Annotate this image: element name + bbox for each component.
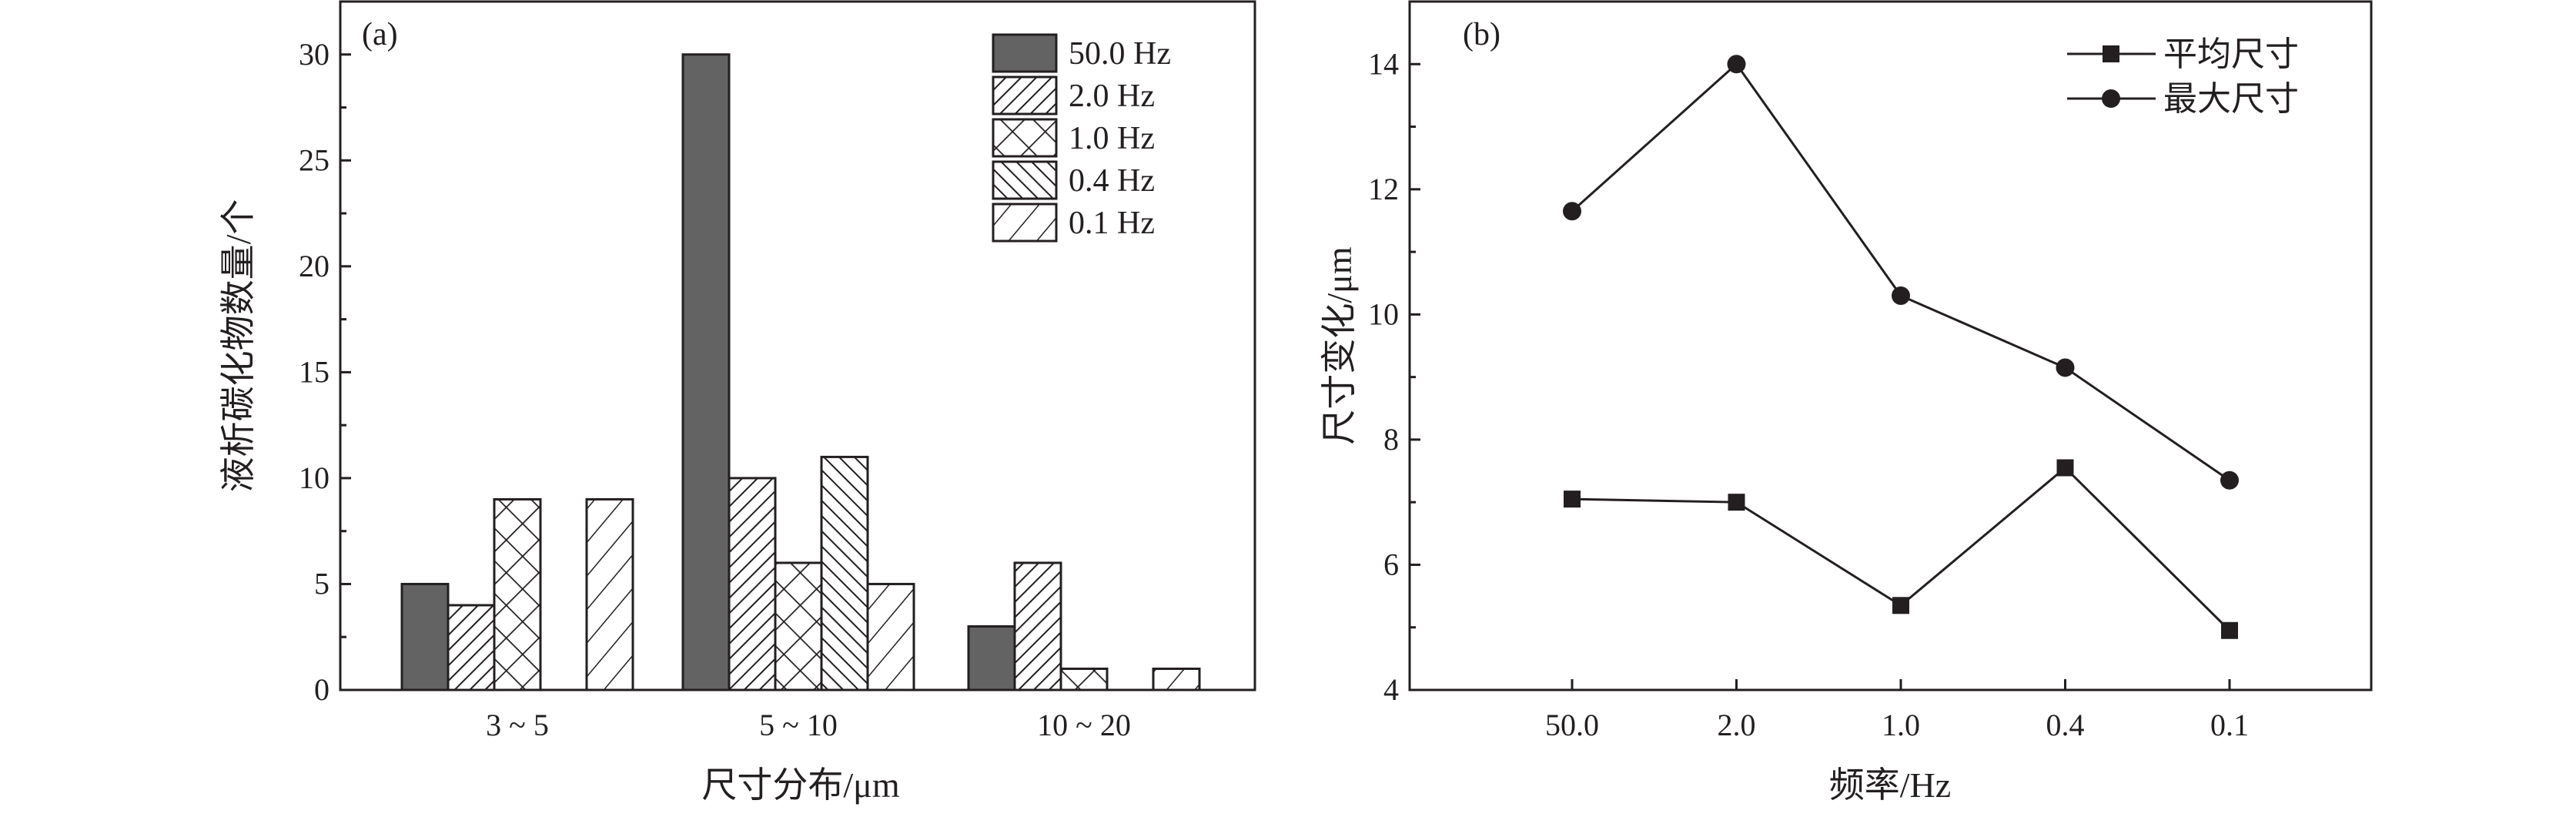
x-axis-label-b: 频率/Hz — [1829, 765, 1951, 805]
x-tick-label-b: 0.1 — [2210, 708, 2249, 742]
x-tick-label-b: 2.0 — [1718, 708, 1756, 742]
bar-50.0Hz-1 — [681, 53, 731, 691]
bar-0.1Hz-0 — [585, 497, 634, 691]
y-tick-label-b: 6 — [1383, 547, 1399, 581]
legend-swatch-a — [992, 203, 1058, 243]
legend-label-a: 0.4 Hz — [1069, 163, 1155, 199]
plot-frame-b — [1408, 0, 2373, 691]
bar-50.0Hz-2 — [967, 624, 1016, 691]
x-tick-label-b: 50.0 — [1545, 708, 1599, 742]
bar-1.0Hz-2 — [1059, 667, 1109, 691]
y-tick-label-b: 14 — [1368, 46, 1399, 81]
y-tick-label-b: 12 — [1368, 172, 1399, 206]
bar-1.0Hz-0 — [493, 497, 542, 691]
y-tick-label-a: 25 — [299, 142, 330, 177]
y-tick-label-a: 15 — [299, 354, 330, 389]
data-point-circle — [2056, 358, 2075, 377]
legend-label-a: 0.1 Hz — [1069, 206, 1155, 241]
legend-swatch-a — [992, 160, 1058, 200]
y-tick-label-a: 0 — [314, 672, 330, 707]
data-point-circle — [1892, 286, 1910, 305]
x-tick-label-b: 0.4 — [2046, 708, 2085, 742]
y-tick-label-a: 30 — [299, 37, 330, 72]
data-point-square — [2221, 621, 2238, 639]
y-tick-label-b: 8 — [1383, 422, 1399, 457]
data-point-square — [1728, 494, 1745, 511]
y-tick-label-a: 5 — [314, 566, 330, 601]
bar-2.0Hz-2 — [1013, 561, 1062, 691]
legend-swatch-a — [992, 75, 1058, 116]
x-tick-label-b: 1.0 — [1882, 708, 1920, 742]
x-tick-label-a: 3 ~ 5 — [486, 708, 549, 742]
legend-swatch-a — [992, 33, 1058, 73]
y-tick-label-a: 10 — [299, 460, 330, 495]
data-point-square — [1892, 597, 1909, 614]
bar-1.0Hz-1 — [774, 561, 823, 691]
legend-label-a: 50.0 Hz — [1069, 36, 1171, 72]
bar-0.1Hz-2 — [1152, 667, 1201, 691]
series-line-circle — [1571, 62, 2230, 481]
panel-label-b: (b) — [1463, 17, 1500, 52]
y-tick-label-a: 20 — [299, 249, 330, 283]
bar-0.4Hz-1 — [820, 455, 869, 691]
data-point-circle — [2220, 470, 2239, 490]
bar-50.0Hz-0 — [400, 582, 450, 691]
legend-label-a: 1.0 Hz — [1069, 121, 1155, 156]
legend-swatch-a — [992, 118, 1058, 158]
x-axis-label-a: 尺寸分布/μm — [701, 765, 899, 805]
panel-label-a: (a) — [362, 17, 398, 52]
legend-label-b: 最大尺寸 — [2163, 80, 2299, 118]
x-tick-label-a: 10 ~ 20 — [1037, 708, 1131, 742]
y-axis-label-a: 液析碳化物数量/个 — [219, 199, 258, 493]
bar-0.1Hz-1 — [866, 582, 915, 691]
legend-label-b: 平均尺寸 — [2163, 35, 2299, 73]
y-tick-label-b: 10 — [1368, 296, 1399, 331]
data-point-square — [1564, 491, 1581, 508]
y-axis-label-b: 尺寸变化/μm — [1320, 246, 1359, 444]
bar-2.0Hz-1 — [728, 477, 777, 691]
y-tick-label-b: 4 — [1383, 672, 1399, 707]
legend-label-a: 2.0 Hz — [1069, 79, 1155, 114]
data-point-circle — [1563, 202, 1581, 221]
legend-marker-square — [2103, 45, 2119, 62]
legend-marker-circle — [2102, 89, 2120, 108]
data-point-circle — [1727, 55, 1746, 74]
data-point-square — [2056, 459, 2074, 477]
x-tick-label-a: 5 ~ 10 — [759, 708, 838, 742]
panel-a: (a) 0 5 10 15 20 25 30 3 ~ 5 5 ~ 10 10 ~ 20 50.0… — [219, 0, 1256, 805]
bar-2.0Hz-0 — [447, 604, 496, 691]
